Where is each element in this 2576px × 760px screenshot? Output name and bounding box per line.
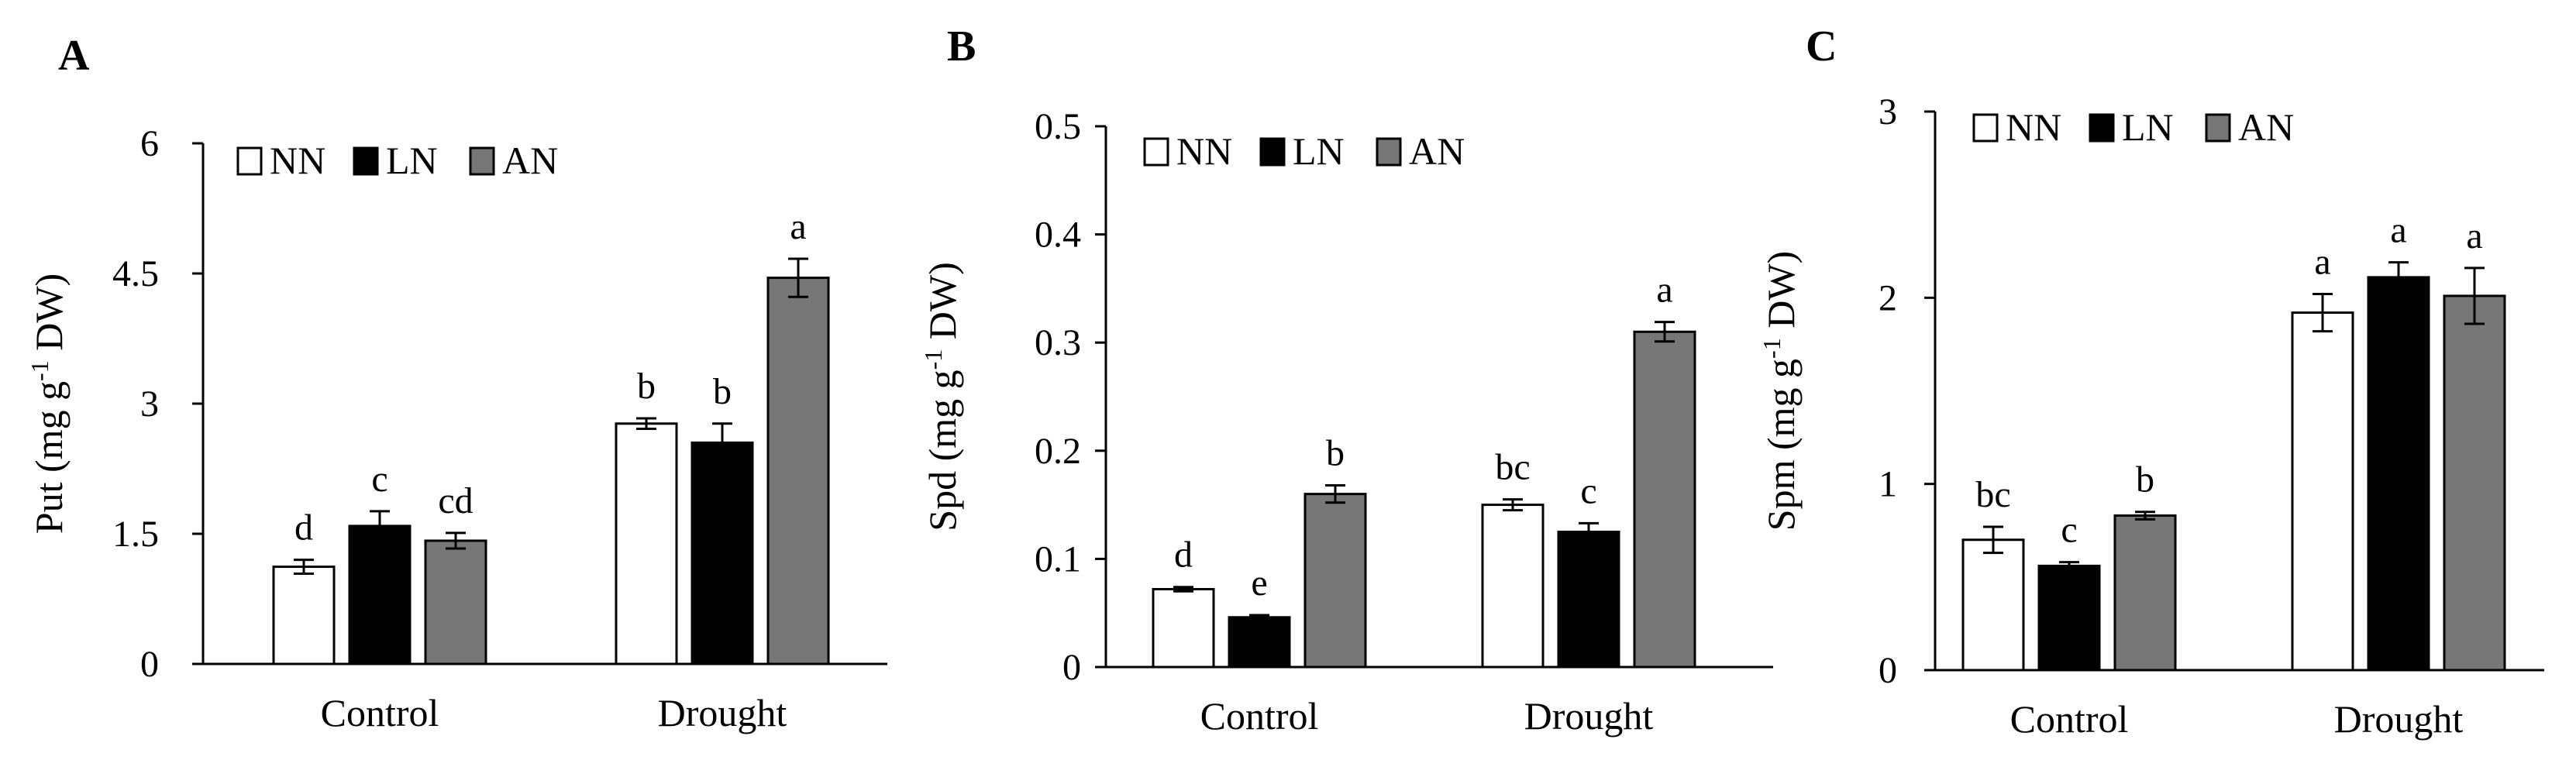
bar-AN-Control (1303, 493, 1367, 669)
y-tick-label: 3 (140, 383, 159, 425)
significance-letter: bc (1495, 447, 1530, 488)
legend-swatch-AN (1376, 137, 1402, 167)
panel-letter: C (1806, 22, 1837, 70)
y-tick-label: 0 (1062, 647, 1081, 688)
legend-label-LN: LN (386, 139, 438, 182)
legend-swatch-LN (2089, 113, 2115, 143)
legend-swatch-AN (469, 146, 495, 176)
legend: NN LN AN (1972, 105, 2294, 149)
bar-NN-Drought (1481, 504, 1545, 669)
y-tick-label: 0.5 (1035, 106, 1081, 147)
x-category-label: Drought (2334, 697, 2464, 741)
legend-label-AN: AN (1409, 129, 1465, 173)
y-axis-label: Spd (mg g-1 DW) (919, 262, 964, 531)
significance-letter: c (371, 459, 387, 500)
x-category-label: Drought (1524, 694, 1654, 738)
y-tick-label: 0.3 (1035, 322, 1081, 363)
significance-letter: bc (1975, 474, 2010, 515)
y-tick-label: 1 (1879, 464, 1897, 505)
legend-swatch-NN (1143, 137, 1169, 167)
legend: NN LN AN (236, 139, 558, 182)
significance-letter: b (637, 366, 656, 407)
x-category-label: Control (321, 691, 439, 734)
x-category-label: Control (1200, 694, 1319, 738)
significance-letter: a (2314, 242, 2330, 283)
legend-label-AN: AN (2238, 105, 2294, 149)
y-axis-label: Spm (mg g-1 DW) (1758, 251, 1803, 531)
legend-swatch-LN (353, 146, 379, 176)
bar-LN-Control (2037, 564, 2101, 672)
bar-AN-Control (424, 539, 487, 665)
significance-letter: d (1174, 535, 1193, 576)
significance-letter: b (1326, 432, 1345, 473)
significance-letter: a (2466, 215, 2482, 256)
legend-swatch-LN (1259, 137, 1286, 167)
legend-label-LN: LN (1293, 129, 1345, 173)
bar-NN-Control (1961, 538, 2025, 672)
legend-label-NN: NN (1176, 129, 1232, 173)
y-tick-label: 0.4 (1035, 215, 1081, 256)
significance-letter: a (790, 206, 806, 247)
bar-LN-Control (348, 524, 412, 665)
significance-letter: c (1580, 470, 1596, 511)
panel-letter: A (58, 32, 90, 80)
legend-label-AN: AN (502, 139, 558, 182)
y-tick-label: 2 (1879, 277, 1897, 318)
bar-NN-Control (1152, 587, 1215, 669)
x-category-label: Drought (658, 691, 787, 734)
significance-letter: b (713, 371, 732, 412)
bar-LN-Drought (690, 441, 754, 665)
panel-C: C 0 1 2 3 Spm (mg g-1 DW) Control bc c b Drought a a… (1758, 22, 2544, 741)
legend-label-NN: NN (2006, 105, 2061, 149)
panel-A: A 0 1.5 3 4.5 6 Put (mg g-1 DW) Control d c cd Drou… (26, 32, 887, 734)
panel-B: B 0 0.1 0.2 0.3 0.4 0.5 Spd (mg g-1 DW) Control d… (919, 22, 1773, 738)
y-axis-label: Put (mg g-1 DW) (26, 273, 71, 534)
significance-letter: d (294, 507, 313, 549)
y-tick-label: 6 (140, 123, 159, 164)
y-tick-label: 0.2 (1035, 431, 1081, 472)
significance-letter: a (1656, 270, 1672, 311)
significance-letter: e (1251, 562, 1267, 604)
bar-LN-Drought (2367, 276, 2430, 672)
y-tick-label: 4.5 (112, 253, 159, 294)
y-tick-label: 0.1 (1035, 538, 1081, 579)
significance-letter: a (2390, 210, 2406, 251)
bar-AN-Drought (1633, 330, 1696, 669)
legend-swatch-AN (2205, 113, 2231, 143)
significance-letter: cd (438, 480, 473, 521)
legend-label-LN: LN (2122, 105, 2174, 149)
legend: NN LN AN (1143, 129, 1465, 173)
panel-letter: B (947, 22, 976, 70)
y-tick-label: 1.5 (112, 514, 159, 555)
significance-letter: b (2136, 459, 2154, 500)
bar-NN-Drought (2291, 311, 2354, 672)
bar-NN-Drought (615, 422, 678, 665)
legend-label-NN: NN (270, 139, 325, 182)
legend-swatch-NN (1972, 113, 1999, 143)
bar-NN-Control (272, 566, 336, 665)
x-category-label: Control (2010, 697, 2129, 741)
y-tick-label: 0 (1879, 650, 1897, 691)
y-tick-label: 3 (1879, 91, 1897, 132)
bar-AN-Control (2113, 514, 2177, 672)
legend-swatch-NN (236, 146, 263, 176)
bar-LN-Control (1228, 616, 1291, 669)
bar-LN-Drought (1557, 531, 1620, 669)
bar-AN-Drought (766, 277, 830, 665)
bar-AN-Drought (2443, 294, 2506, 672)
significance-letter: c (2061, 510, 2077, 551)
y-tick-label: 0 (140, 644, 159, 685)
